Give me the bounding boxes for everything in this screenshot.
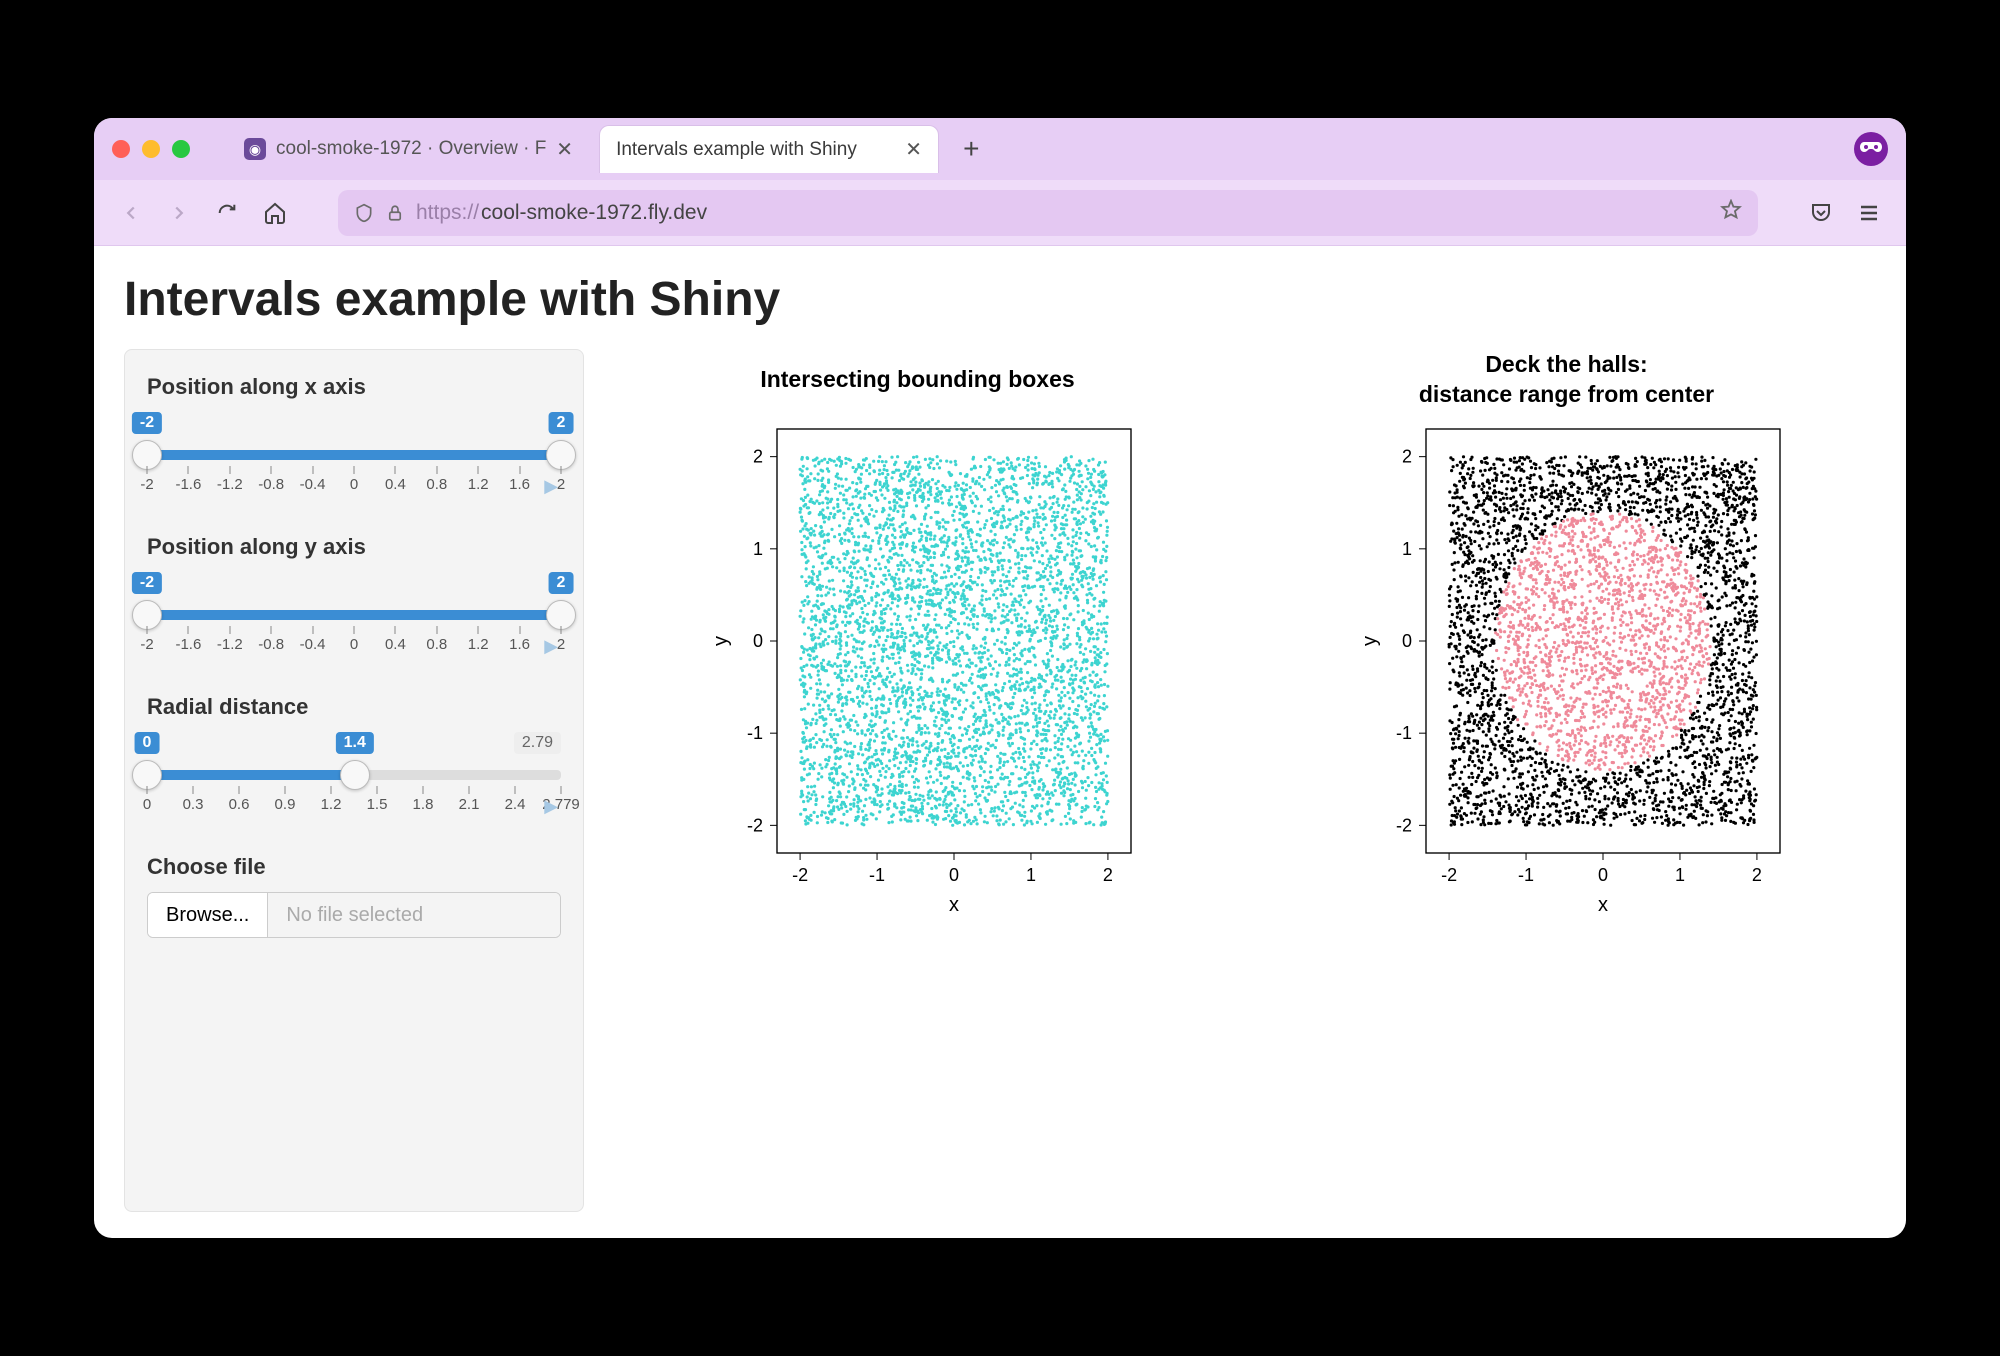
- maximize-window-button[interactable]: [172, 140, 190, 158]
- minimize-window-button[interactable]: [142, 140, 160, 158]
- shield-icon: [354, 203, 374, 223]
- slider-label: Position along x axis: [147, 374, 561, 400]
- svg-text:1: 1: [1025, 865, 1035, 885]
- plot-title: Intersecting bounding boxes: [760, 349, 1074, 411]
- slider-high-badge: 1.4: [336, 732, 374, 754]
- slider-low-badge: -2: [132, 412, 162, 434]
- page-content: Intervals example with Shiny Position al…: [94, 246, 1906, 1238]
- file-label: Choose file: [147, 854, 561, 880]
- slider-low-badge: -2: [132, 572, 162, 594]
- url-protocol: https://: [416, 201, 479, 225]
- range-slider[interactable]: -2 2 -2-1.6-1.2-0.8-0.400.40.81.21.62 ▶: [147, 572, 561, 662]
- slider-max-badge: 2.79: [514, 732, 561, 754]
- range-slider[interactable]: 0 1.4 2.79 00.30.60.91.21.51.82.12.42.77…: [147, 732, 561, 822]
- play-icon[interactable]: ▶: [544, 636, 558, 672]
- svg-text:-2: -2: [746, 815, 762, 835]
- browse-button[interactable]: Browse...: [148, 893, 268, 937]
- slider-ticks: -2-1.6-1.2-0.8-0.400.40.81.21.62 ▶: [147, 626, 561, 662]
- url-host: cool-smoke-1972.fly.dev: [481, 201, 707, 225]
- plot-title: Deck the halls:distance range from cente…: [1419, 349, 1714, 411]
- slider-ticks: -2-1.6-1.2-0.8-0.400.40.81.21.62 ▶: [147, 466, 561, 502]
- menu-button[interactable]: [1854, 198, 1884, 228]
- close-tab-icon[interactable]: ✕: [556, 137, 573, 162]
- file-placeholder: No file selected: [268, 893, 560, 937]
- browser-tab-active[interactable]: Intervals example with Shiny ✕: [599, 125, 939, 173]
- new-tab-button[interactable]: +: [949, 133, 993, 165]
- page-title: Intervals example with Shiny: [124, 272, 1876, 327]
- slider-control: Position along y axis -2 2 -2-1.6-1.2-0.…: [147, 534, 561, 662]
- svg-text:x: x: [949, 894, 959, 916]
- browser-window: ◉ cool-smoke-1972 · Overview · F ✕ Inter…: [94, 118, 1906, 1238]
- slider-control: Radial distance 0 1.4 2.79 00.30.60.91.2…: [147, 694, 561, 822]
- reload-button[interactable]: [212, 198, 242, 228]
- slider-ticks: 00.30.60.91.21.51.82.12.42.779 ▶: [147, 786, 561, 822]
- plots-area: Intersecting bounding boxes -2 -1 0 1 2 -2 -1 0…: [608, 349, 1876, 1212]
- slider-label: Position along y axis: [147, 534, 561, 560]
- scatter-plot: -2-1012-2-1012 x y: [1332, 421, 1802, 921]
- svg-text:0: 0: [948, 865, 958, 885]
- bookmark-icon[interactable]: [1720, 199, 1742, 227]
- svg-text:-2: -2: [792, 865, 808, 885]
- slider-low-badge: 0: [135, 732, 160, 754]
- svg-text:y: y: [710, 636, 732, 646]
- slider-label: Radial distance: [147, 694, 561, 720]
- private-mode-icon: [1854, 132, 1888, 166]
- scatter-plot: -2 -1 0 1 2 -2 -1 0 1 2 x y: [683, 421, 1153, 921]
- home-button[interactable]: [260, 198, 290, 228]
- slider-high-badge: 2: [549, 572, 574, 594]
- slider-high-badge: 2: [549, 412, 574, 434]
- window-controls: [112, 140, 190, 158]
- svg-text:2: 2: [752, 447, 762, 467]
- svg-text:-1: -1: [869, 865, 885, 885]
- svg-text:0: 0: [752, 631, 762, 651]
- play-icon[interactable]: ▶: [544, 796, 558, 832]
- lock-icon: [386, 204, 404, 222]
- plot-right: Deck the halls:distance range from cente…: [1257, 349, 1876, 1212]
- slider-control: Position along x axis -2 2 -2-1.6-1.2-0.…: [147, 374, 561, 502]
- browser-tab-inactive[interactable]: ◉ cool-smoke-1972 · Overview · F ✕: [228, 125, 589, 173]
- forward-button[interactable]: [164, 198, 194, 228]
- back-button[interactable]: [116, 198, 146, 228]
- close-window-button[interactable]: [112, 140, 130, 158]
- browser-toolbar: https://cool-smoke-1972.fly.dev: [94, 180, 1906, 246]
- fly-favicon-icon: ◉: [244, 138, 266, 160]
- tab-title: cool-smoke-1972 · Overview · F: [276, 138, 546, 160]
- sidebar-panel: Position along x axis -2 2 -2-1.6-1.2-0.…: [124, 349, 584, 1212]
- file-input[interactable]: Browse... No file selected: [147, 892, 561, 938]
- pocket-button[interactable]: [1806, 198, 1836, 228]
- svg-text:2: 2: [1102, 865, 1112, 885]
- svg-text:1: 1: [752, 539, 762, 559]
- url-bar[interactable]: https://cool-smoke-1972.fly.dev: [338, 190, 1758, 236]
- play-icon[interactable]: ▶: [544, 476, 558, 512]
- tab-title: Intervals example with Shiny: [616, 139, 857, 161]
- svg-text:-1: -1: [746, 723, 762, 743]
- range-slider[interactable]: -2 2 -2-1.6-1.2-0.8-0.400.40.81.21.62 ▶: [147, 412, 561, 502]
- close-tab-icon[interactable]: ✕: [905, 137, 922, 162]
- plot-left: Intersecting bounding boxes -2 -1 0 1 2 -2 -1 0…: [608, 349, 1227, 1212]
- shiny-app: Position along x axis -2 2 -2-1.6-1.2-0.…: [124, 349, 1876, 1212]
- tab-bar: ◉ cool-smoke-1972 · Overview · F ✕ Inter…: [94, 118, 1906, 180]
